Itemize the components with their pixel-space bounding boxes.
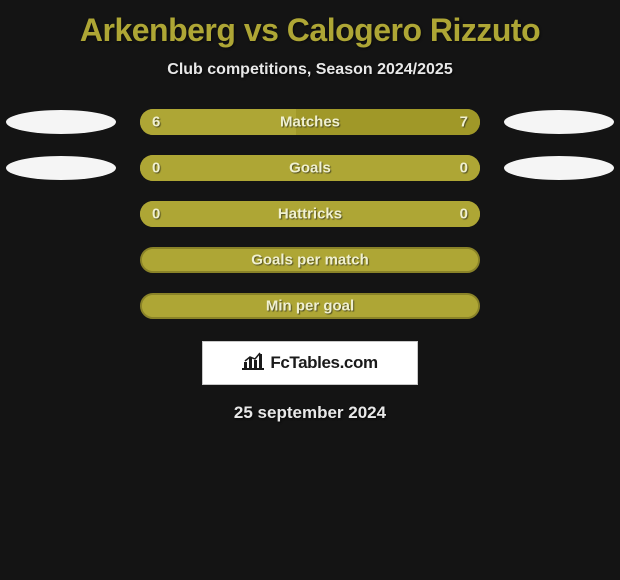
stat-bar: 0 0 Hattricks <box>140 201 480 227</box>
stat-bar: 0 0 Goals <box>140 155 480 181</box>
stat-bar: Goals per match <box>140 247 480 273</box>
stat-label: Hattricks <box>278 206 342 223</box>
player-pill-left <box>6 110 116 134</box>
stat-label: Matches <box>280 114 340 131</box>
stat-value-right: 7 <box>460 114 468 131</box>
page-title: Arkenberg vs Calogero Rizzuto <box>0 0 620 49</box>
player-pill-right <box>504 156 614 180</box>
stat-row: Min per goal <box>0 293 620 319</box>
bar-left-fill <box>140 155 310 181</box>
subtitle: Club competitions, Season 2024/2025 <box>0 61 620 79</box>
stat-bar: Min per goal <box>140 293 480 319</box>
stat-row: 0 0 Hattricks <box>0 201 620 227</box>
stat-value-right: 0 <box>460 160 468 177</box>
chart-icon <box>242 352 264 375</box>
stat-label: Min per goal <box>266 298 354 315</box>
stat-row: Goals per match <box>0 247 620 273</box>
stat-rows-container: 6 7 Matches 0 0 Goals 0 0 Hattricks Goals per mat… <box>0 109 620 319</box>
stat-value-left: 0 <box>152 206 160 223</box>
date-text: 25 september 2024 <box>0 403 620 423</box>
bar-right-fill <box>310 155 480 181</box>
stat-row: 6 7 Matches <box>0 109 620 135</box>
stat-value-right: 0 <box>460 206 468 223</box>
player-pill-right <box>504 110 614 134</box>
stat-value-left: 6 <box>152 114 160 131</box>
bar-left-fill <box>140 109 296 135</box>
stat-value-left: 0 <box>152 160 160 177</box>
stat-label: Goals <box>289 160 331 177</box>
player-pill-left <box>6 156 116 180</box>
stat-bar: 6 7 Matches <box>140 109 480 135</box>
source-badge: FcTables.com <box>202 341 418 385</box>
stat-row: 0 0 Goals <box>0 155 620 181</box>
badge-text: FcTables.com <box>270 353 377 373</box>
stat-label: Goals per match <box>251 252 369 269</box>
